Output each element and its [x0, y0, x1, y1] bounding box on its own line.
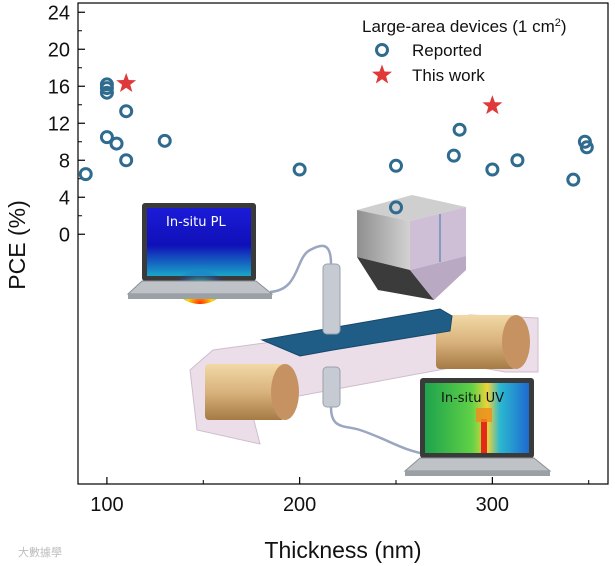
uv-laptop: In-situ UV — [403, 378, 552, 476]
coating-head — [357, 195, 466, 300]
x-tick-label: 200 — [283, 494, 316, 516]
pl-screen-label: In-situ PL — [166, 215, 226, 230]
reported-point — [78, 167, 93, 182]
reported-point — [485, 162, 500, 177]
y-tick-label: 4 — [59, 187, 70, 209]
left-roller — [205, 364, 299, 420]
reported-point — [452, 122, 467, 137]
reported-point — [292, 162, 307, 177]
reported-point — [99, 130, 114, 145]
legend-title-sup: 2 — [555, 17, 561, 29]
y-axis: 0 4 8 12 16 20 24 — [48, 2, 85, 246]
x-tick-label: 300 — [476, 494, 509, 516]
right-roller — [436, 315, 530, 369]
reported-point — [389, 158, 403, 173]
legend: Large-area devices (1 cm2) Reported This… — [362, 17, 567, 85]
legend-label-this-work: This work — [412, 66, 485, 85]
reported-point — [389, 200, 403, 215]
reported-point — [99, 85, 114, 100]
y-tick-label: 16 — [48, 76, 70, 98]
uv-cable — [329, 406, 431, 457]
uv-probe — [322, 366, 341, 408]
legend-marker-reported — [375, 43, 389, 57]
this-work-point — [116, 72, 137, 92]
watermark: 大數據學 — [18, 545, 62, 559]
reported-point — [579, 140, 594, 155]
legend-label-reported: Reported — [412, 41, 482, 60]
reported-point — [157, 133, 172, 148]
y-tick-label: 0 — [59, 224, 70, 246]
y-tick-label: 12 — [48, 113, 70, 135]
plot-frame — [77, 2, 609, 485]
reported-point — [109, 136, 124, 151]
y-tick-label: 20 — [48, 39, 70, 61]
legend-marker-this-work — [372, 64, 392, 84]
x-axis: 100 200 300 — [90, 477, 590, 516]
reported-point — [119, 104, 134, 119]
inset-illustration: In-situ PL In-situ UV — [126, 195, 552, 476]
reported-point — [99, 77, 114, 92]
this-work-point — [482, 95, 503, 115]
reported-point — [446, 148, 461, 163]
data-points — [78, 72, 594, 215]
reported-point — [510, 153, 525, 168]
x-tick-label: 100 — [90, 494, 123, 516]
pl-laptop: In-situ PL — [126, 203, 274, 304]
reported-point — [566, 172, 581, 187]
pl-probe — [322, 263, 341, 335]
perovskite-film — [260, 308, 453, 357]
pl-cable — [269, 244, 333, 294]
x-axis-title: Thickness (nm) — [264, 537, 421, 563]
reported-point — [119, 153, 134, 168]
y-tick-label: 24 — [48, 2, 70, 24]
legend-title: Large-area devices (1 cm2) — [362, 17, 567, 36]
y-tick-label: 8 — [59, 150, 70, 172]
y-axis-title: PCE (%) — [4, 200, 30, 289]
uv-screen-label: In-situ UV — [441, 391, 504, 406]
